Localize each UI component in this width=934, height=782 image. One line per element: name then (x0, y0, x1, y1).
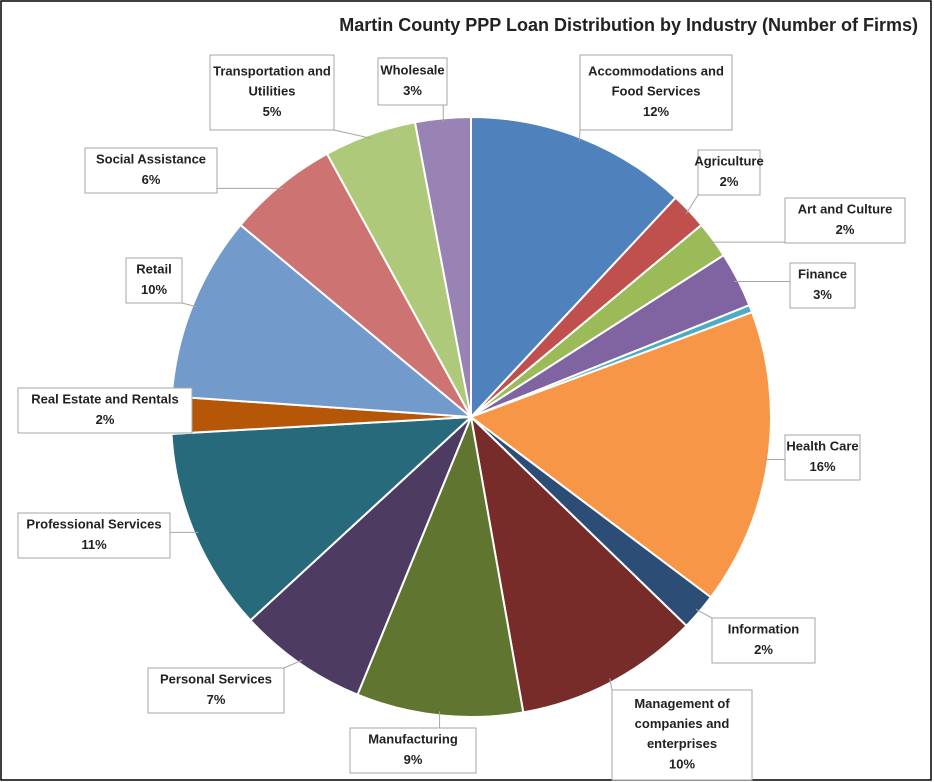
leader-line (685, 194, 699, 214)
label-box (17, 512, 171, 559)
pie-slice (468, 310, 772, 599)
leader-line (283, 659, 303, 669)
leader-line (609, 678, 613, 691)
label-box (84, 147, 218, 194)
value-label: 12% (643, 104, 669, 119)
pie-slice (470, 115, 678, 420)
label-box (17, 387, 193, 434)
label-box (377, 57, 448, 106)
pie-slice (170, 415, 474, 622)
pie-slice (170, 223, 475, 419)
category-label: Professional Services (26, 517, 161, 532)
category-label: Personal Services (160, 672, 272, 687)
category-label: Social Assistance (96, 152, 206, 167)
value-label: 10% (141, 282, 167, 297)
category-label: Transportation and Utilities (213, 64, 331, 99)
value-label: 7% (207, 692, 226, 707)
category-label: Art and Culture (798, 202, 893, 217)
pie-slice (249, 416, 472, 697)
value-label: 3% (813, 287, 832, 302)
value-label: 2% (754, 642, 773, 657)
value-label: 11% (81, 537, 107, 552)
category-label: Management of companies and enterprises (634, 696, 730, 751)
value-label: 5% (263, 104, 282, 119)
chart-title: Martin County PPP Loan Distribution by I… (339, 15, 918, 35)
label-box (209, 54, 335, 131)
label-box (784, 434, 861, 481)
label-box (789, 262, 856, 309)
value-label: 6% (142, 172, 161, 187)
label-box (784, 197, 906, 244)
slices (170, 115, 772, 718)
value-label: 2% (836, 222, 855, 237)
category-label: Retail (136, 262, 171, 277)
label-box (697, 149, 761, 196)
label-box (147, 667, 285, 714)
labels: Accommodations and Food Services 12% Agricu… (17, 54, 906, 781)
leader-line (695, 608, 713, 619)
category-label: Real Estate and Rentals (31, 392, 178, 407)
value-label: 10% (669, 756, 695, 771)
leader-line (333, 129, 372, 139)
category-label: Agriculture (694, 154, 763, 169)
category-label: Information (728, 622, 800, 637)
label-box (611, 689, 753, 781)
label-box (579, 54, 733, 131)
pie-slice (469, 414, 688, 714)
category-label: Accommodations and Food Services (588, 64, 724, 99)
value-label: 3% (403, 83, 422, 98)
value-label: 2% (96, 412, 115, 427)
leader-line (181, 302, 197, 308)
category-label: Health Care (786, 439, 858, 454)
category-label: Wholesale (380, 63, 444, 78)
value-label: 16% (809, 459, 835, 474)
label-box (125, 257, 183, 304)
label-box (349, 727, 477, 774)
category-label: Finance (798, 267, 847, 282)
value-label: 2% (720, 174, 739, 189)
category-label: Manufacturing (368, 732, 458, 747)
label-box (711, 617, 816, 664)
value-label: 9% (404, 752, 423, 767)
